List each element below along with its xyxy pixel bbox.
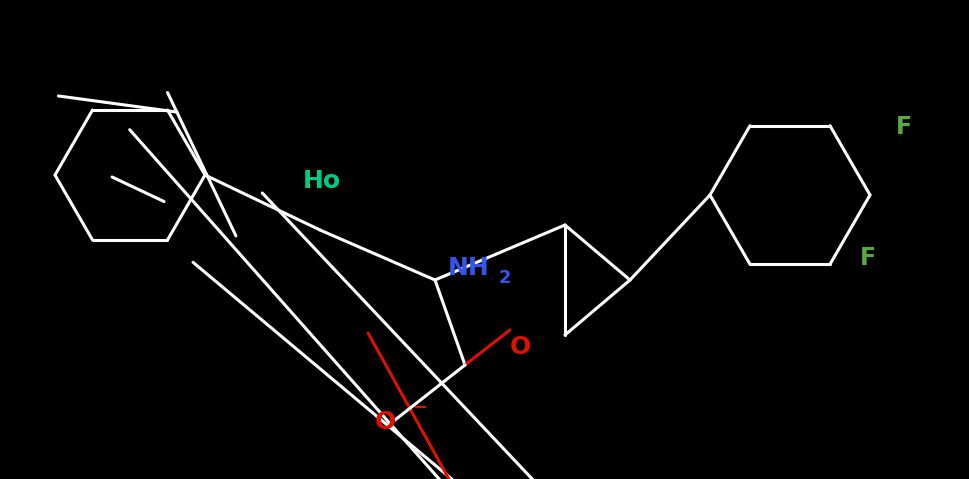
Text: −: −	[412, 399, 426, 417]
Text: O: O	[510, 335, 531, 359]
Text: O: O	[375, 410, 396, 434]
Text: NH: NH	[448, 256, 489, 280]
Text: F: F	[895, 115, 911, 139]
Text: F: F	[860, 246, 875, 270]
Text: Ho: Ho	[302, 169, 341, 193]
Text: 2: 2	[498, 269, 511, 287]
